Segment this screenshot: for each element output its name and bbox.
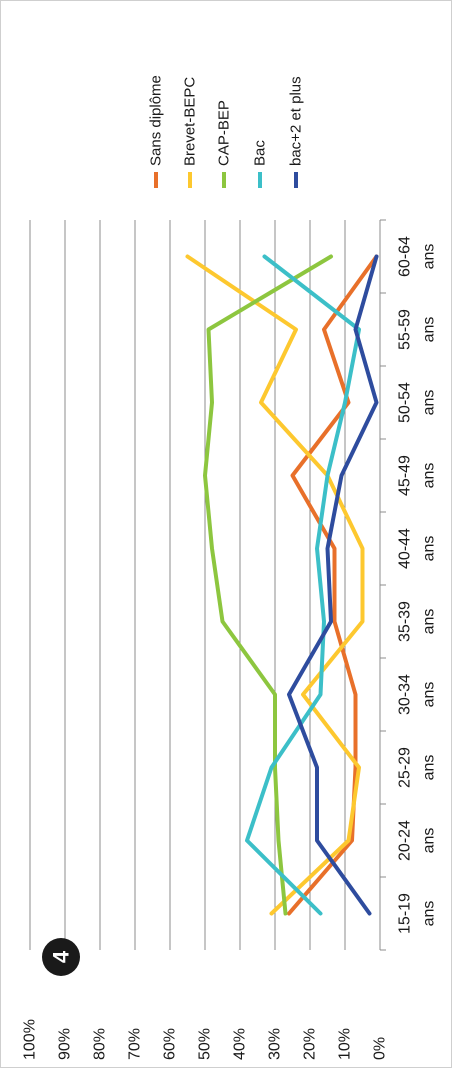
legend-label: Sans diplôme xyxy=(148,75,165,166)
category-tick-label: 40-44 xyxy=(397,528,414,569)
series-line xyxy=(185,254,365,916)
category-axis xyxy=(379,219,386,951)
category-tick-label: ans xyxy=(421,828,438,854)
category-tick-label: 20-24 xyxy=(397,820,414,861)
value-tick-label: 70% xyxy=(127,1028,144,1060)
category-tick-label: 60-64 xyxy=(397,236,414,277)
category-tick-label: 35-39 xyxy=(397,601,414,642)
category-tick-label: 15-19 xyxy=(397,893,414,934)
value-tick-label: 90% xyxy=(57,1028,74,1060)
legend-label: Bac xyxy=(252,140,269,166)
value-tick-label: 20% xyxy=(302,1028,319,1060)
category-tick-label: ans xyxy=(421,317,438,343)
value-tick-label: 10% xyxy=(337,1028,354,1060)
category-tick-label: ans xyxy=(421,244,438,270)
value-tick-label: 50% xyxy=(197,1028,214,1060)
category-tick-label: ans xyxy=(421,755,438,781)
badge-circle xyxy=(42,938,80,976)
category-tick-label: ans xyxy=(421,609,438,635)
category-tick-label: 25-29 xyxy=(397,747,414,788)
category-axis-ticks: 15-19 ans 20-24 ans 25-29 ans 30-34 ans 35-39 ans… xyxy=(397,236,438,934)
value-tick-label: 100% xyxy=(22,1019,39,1060)
badge: 4 xyxy=(42,938,80,976)
category-tick-label: 30-34 xyxy=(397,674,414,715)
gridlines xyxy=(29,220,346,950)
value-tick-label: 0% xyxy=(372,1037,389,1060)
category-tick-label: ans xyxy=(421,682,438,708)
series-lines xyxy=(185,254,379,916)
value-tick-label: 40% xyxy=(232,1028,249,1060)
legend-label: Brevet-BEPC xyxy=(182,77,199,166)
category-tick-label: 55-59 xyxy=(397,309,414,350)
category-tick-label: ans xyxy=(421,536,438,562)
category-tick-label: ans xyxy=(421,901,438,927)
series-line xyxy=(287,254,379,916)
category-tick-label: 45-49 xyxy=(397,455,414,496)
value-axis-ticks: 100% 90% 80% 70% 60% 50% 40% 30% 20% 10% 0% xyxy=(22,1019,389,1060)
value-tick-label: 60% xyxy=(162,1028,179,1060)
badge-number: 4 xyxy=(49,950,74,963)
value-tick-label: 80% xyxy=(92,1028,109,1060)
series-line xyxy=(203,254,333,916)
legend-label: bac+2 et plus xyxy=(288,76,305,166)
legend-label: CAP-BEP xyxy=(216,100,233,166)
legend: Sans diplôme Brevet-BEPC CAP-BEP Bac bac+2 e… xyxy=(148,75,305,188)
category-tick-label: ans xyxy=(421,463,438,489)
category-tick-label: ans xyxy=(421,390,438,416)
value-tick-label: 30% xyxy=(267,1028,284,1060)
series-line xyxy=(245,254,361,916)
category-tick-label: 50-54 xyxy=(397,382,414,423)
